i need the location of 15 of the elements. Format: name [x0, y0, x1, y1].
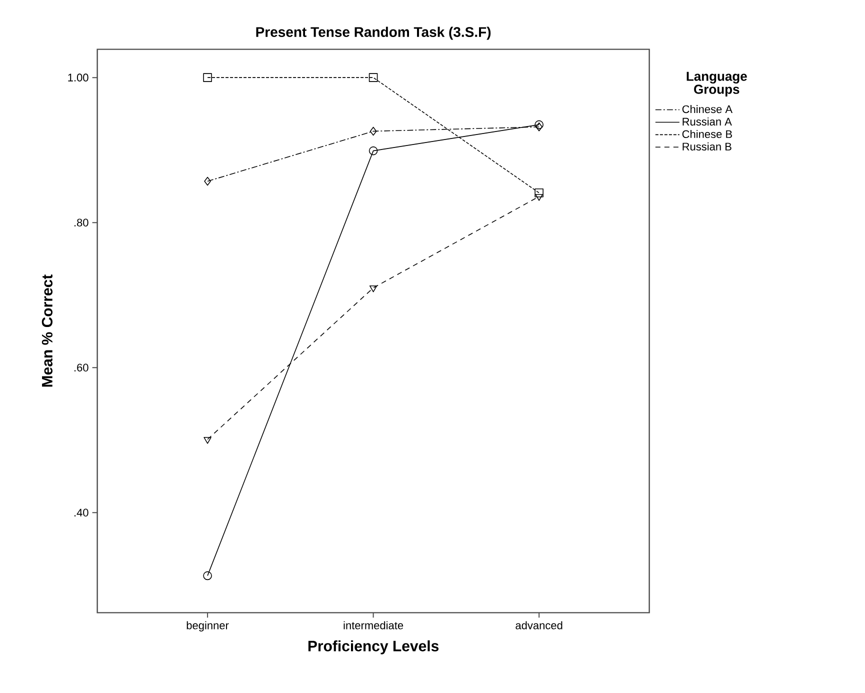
x-axis-title: Proficiency Levels [308, 640, 439, 654]
legend-title: Language Groups [686, 72, 747, 96]
x-tick-label: beginner [186, 621, 229, 632]
legend-label: Russian B [682, 142, 732, 151]
chart-title: Present Tense Random Task (3.S.F) [256, 26, 491, 40]
x-tick-label: advanced [516, 621, 562, 630]
y-tick-label: .80 [74, 218, 88, 226]
legend-label: Chinese A [682, 105, 733, 114]
legend-label: Chinese B [682, 130, 732, 138]
x-tick-label: intermediate [344, 621, 404, 630]
y-tick-label: .60 [74, 364, 88, 372]
y-tick-label: .40 [74, 508, 88, 517]
y-axis-title: Mean % Correct [42, 274, 52, 387]
legend-label: Russian A [682, 117, 732, 126]
y-tick-label: 1.00 [68, 74, 88, 82]
